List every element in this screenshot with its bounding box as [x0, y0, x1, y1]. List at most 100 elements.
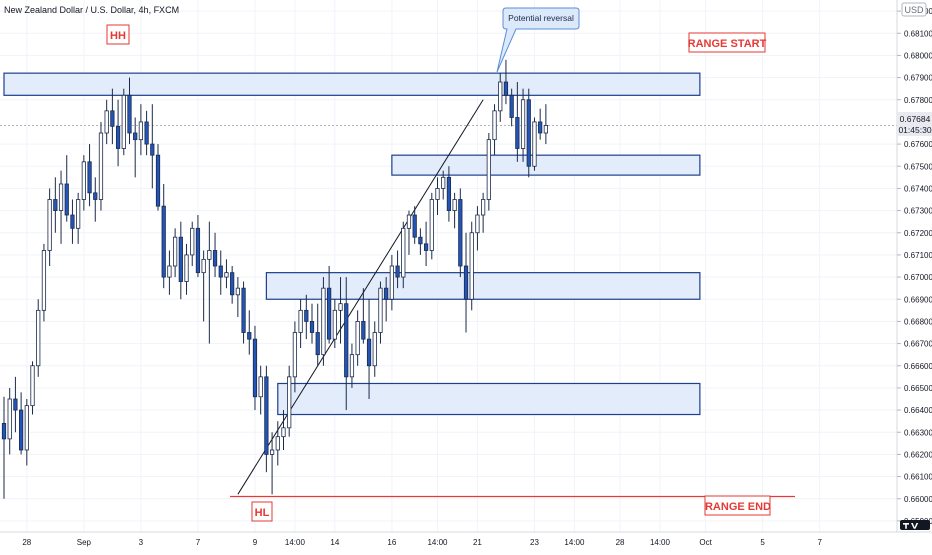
y-tick-label: 0.66500 [904, 384, 932, 393]
x-tick-label: 14:00 [285, 538, 306, 547]
candle [515, 82, 520, 162]
candle-body-down [423, 243, 429, 251]
candle [327, 266, 332, 344]
hl-label: HL [255, 507, 270, 519]
candle [7, 387, 12, 455]
candle [190, 221, 195, 266]
callout-bubble[interactable] [496, 7, 580, 73]
candle [401, 221, 406, 289]
candle [338, 277, 343, 344]
candle [81, 155, 86, 211]
candle-body-up [486, 139, 491, 200]
candle-body-down [70, 214, 75, 229]
candle-body-up [224, 272, 229, 278]
candle-body-down [212, 250, 218, 267]
candle [475, 206, 480, 251]
candle [366, 299, 372, 399]
hh-label-box [106, 24, 130, 45]
candle-body-down [526, 99, 531, 167]
y-tick-label: 0.66700 [904, 340, 932, 349]
zone-upper-mid[interactable] [391, 154, 701, 176]
tradingview-logo[interactable] [900, 520, 930, 530]
candle-body-up [532, 121, 537, 167]
candle [104, 99, 109, 145]
candle [355, 310, 360, 366]
candle-body-up [292, 332, 298, 378]
time-axis[interactable]: 28 Sep 3 7 9 14:00 14 16 14:00 21 23 14:00 28 14:00 Oc… [22, 538, 822, 547]
candle-body-down [252, 338, 258, 398]
candle [532, 117, 537, 171]
candle [150, 104, 155, 189]
candle-body-up [24, 405, 29, 451]
currency-label: USD [904, 5, 924, 15]
candle-body-down [127, 94, 132, 134]
candle [372, 321, 377, 377]
candle-body-up [36, 309, 41, 367]
candle [526, 88, 531, 178]
candle-body-up [207, 250, 212, 260]
candle-body-up [281, 427, 286, 438]
candle-body-down [110, 110, 115, 127]
candle [70, 199, 75, 244]
candle-body-up [173, 236, 178, 267]
candle-body-down [515, 117, 520, 149]
candle [509, 88, 514, 127]
y-tick-label: 0.66300 [904, 428, 932, 437]
candle-body-down [241, 287, 246, 333]
candle-body-up [355, 321, 360, 356]
candle [458, 188, 463, 278]
y-tick-label: 0.68100 [904, 29, 932, 38]
candle-body-down [1, 422, 7, 440]
y-tick-label: 0.66800 [904, 317, 932, 326]
last-price-badge [898, 112, 932, 136]
candle-body-up [401, 227, 406, 278]
x-tick-label: 5 [760, 538, 765, 547]
chart-title: New Zealand Dollar / U.S. Dollar, 4h, FX… [4, 5, 179, 15]
price-axis[interactable]: 0.659000.660000.661000.662000.663000.664… [897, 7, 932, 526]
candle-body-down [412, 214, 417, 238]
y-tick-label: 0.66000 [904, 495, 932, 504]
candle [395, 250, 400, 289]
candle-body-up [475, 214, 480, 234]
zone-low[interactable] [277, 382, 701, 416]
candle-body-up [167, 265, 172, 278]
y-tick-label: 0.66200 [904, 450, 932, 459]
candle [418, 228, 423, 255]
candle-body-up [138, 121, 144, 141]
x-tick-label: 28 [616, 538, 625, 547]
candle [235, 277, 240, 317]
candle-body-up [338, 303, 343, 311]
y-tick-label: 0.66600 [904, 362, 932, 371]
candle [543, 104, 548, 145]
y-tick-label: 0.66100 [904, 473, 932, 482]
x-tick-label: 14:00 [650, 538, 671, 547]
candle [384, 277, 389, 322]
candle-body-up [104, 110, 109, 134]
candle [492, 104, 497, 156]
candle-body-up [332, 309, 337, 340]
candle-body-down [418, 236, 423, 245]
candle [412, 206, 417, 244]
candle-body-up [378, 287, 383, 333]
candle [298, 299, 303, 349]
candle [24, 399, 29, 466]
x-tick-label: 3 [139, 538, 144, 547]
candle [53, 177, 58, 233]
candle [173, 228, 178, 278]
candle [441, 170, 446, 200]
zone-mid[interactable] [265, 272, 701, 300]
candle [309, 303, 315, 344]
trendline[interactable] [237, 99, 484, 495]
candle-body-down [144, 121, 149, 145]
candle [503, 59, 509, 105]
x-tick-label: 28 [22, 538, 31, 547]
candle [19, 392, 24, 455]
candle [481, 192, 486, 233]
candle-body-up [275, 436, 280, 451]
zone-top[interactable] [3, 72, 701, 96]
x-tick-label: 21 [473, 538, 482, 547]
candle [321, 277, 326, 366]
currency-badge[interactable] [901, 2, 927, 17]
candle [287, 365, 292, 437]
